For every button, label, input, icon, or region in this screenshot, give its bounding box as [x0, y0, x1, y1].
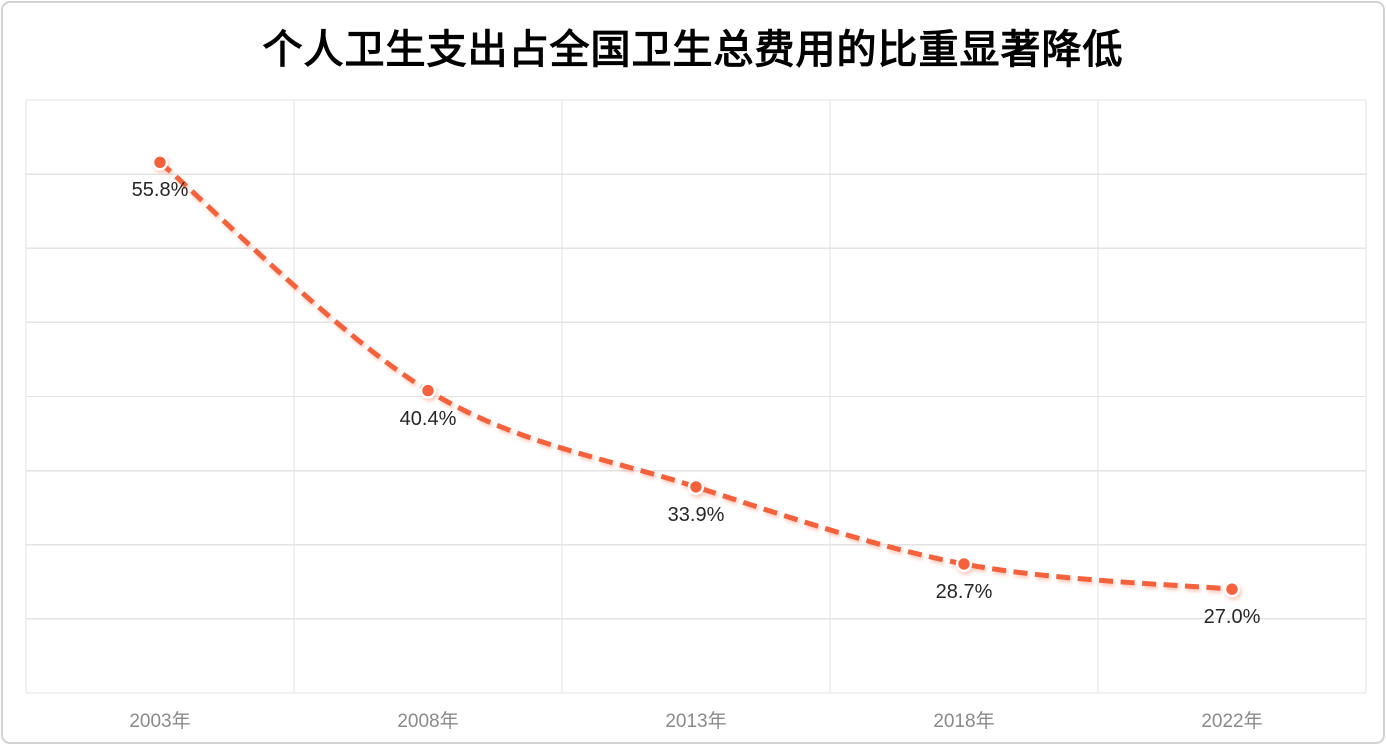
- line-chart-svg: [25, 99, 1367, 694]
- data-label: 27.0%: [1203, 606, 1261, 629]
- chart-title: 个人卫生支出占全国卫生总费用的比重显著降低: [262, 28, 1124, 72]
- data-label: 40.4%: [399, 407, 457, 430]
- x-axis-tick-label: 2008年: [397, 711, 459, 732]
- x-axis-tick-label: 2018年: [933, 711, 995, 732]
- plot-area: 55.8% 40.4% 33.9% 28.7% 27.0% 2003年 2008…: [25, 99, 1367, 732]
- x-axis-tick-label: 2022年: [1201, 711, 1263, 732]
- x-axis-tick-label: 2003年: [129, 711, 191, 732]
- data-label: 33.9%: [667, 503, 725, 526]
- x-axis-tick-label: 2013年: [665, 711, 727, 732]
- data-label: 55.8%: [131, 179, 189, 202]
- data-label: 28.7%: [935, 581, 993, 603]
